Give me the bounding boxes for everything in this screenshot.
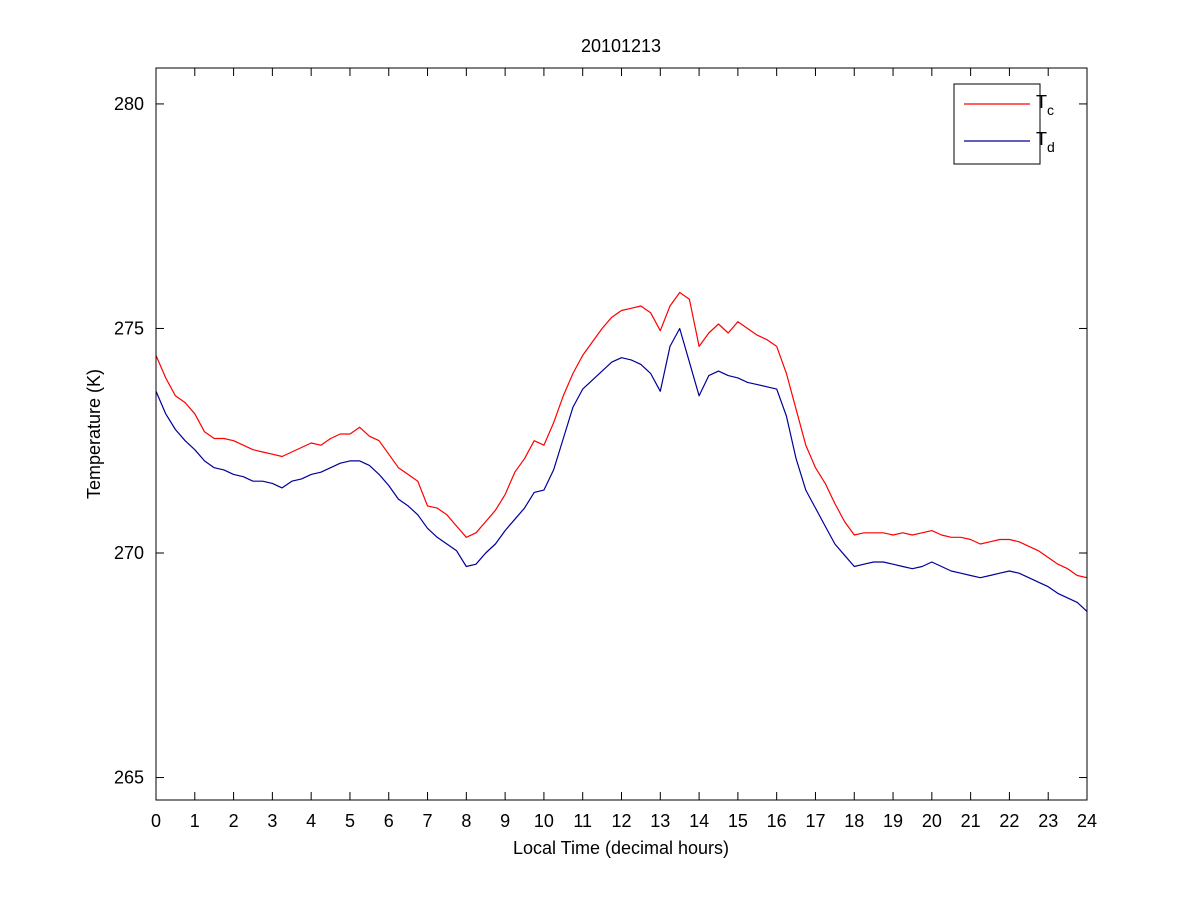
x-tick-label: 12	[611, 811, 631, 831]
x-tick-label: 18	[844, 811, 864, 831]
y-axis-label: Temperature (K)	[84, 369, 104, 499]
x-tick-label: 3	[267, 811, 277, 831]
y-tick-label: 280	[114, 94, 144, 114]
x-tick-label: 1	[190, 811, 200, 831]
x-tick-label: 20	[922, 811, 942, 831]
chart-title: 20101213	[581, 36, 661, 56]
y-tick-label: 270	[114, 543, 144, 563]
x-tick-label: 7	[423, 811, 433, 831]
x-tick-label: 15	[728, 811, 748, 831]
x-tick-label: 17	[805, 811, 825, 831]
axes-box	[155, 67, 1088, 801]
x-tick-label: 2	[229, 811, 239, 831]
y-tick-label: 275	[114, 318, 144, 338]
legend-box	[953, 83, 1041, 165]
x-tick-label: 22	[999, 811, 1019, 831]
x-tick-label: 0	[151, 811, 161, 831]
y-tick-label: 265	[114, 768, 144, 788]
x-tick-label: 11	[573, 811, 592, 831]
x-tick-label: 14	[689, 811, 709, 831]
x-tick-label: 24	[1077, 811, 1097, 831]
x-axis-label: Local Time (decimal hours)	[513, 838, 729, 858]
x-tick-label: 21	[961, 811, 981, 831]
series-line-td	[155, 327, 1088, 612]
x-tick-label: 5	[345, 811, 355, 831]
series-layer	[155, 291, 1088, 612]
x-tick-label: 23	[1038, 811, 1058, 831]
x-tick-label: 10	[534, 811, 554, 831]
series-line-tc	[155, 291, 1088, 579]
x-tick-label: 8	[461, 811, 471, 831]
x-tick-label: 6	[384, 811, 394, 831]
x-tick-label: 19	[883, 811, 903, 831]
x-tick-label: 13	[650, 811, 670, 831]
x-tick-label: 16	[767, 811, 787, 831]
ticks-layer: 0 1 2 3 4 5 6 7 8 9 10 11 12 13 14 15 16 17 18 19 20 21 22 23 24…	[114, 68, 1097, 831]
x-tick-label: 4	[306, 811, 316, 831]
x-tick-label: 9	[500, 811, 510, 831]
